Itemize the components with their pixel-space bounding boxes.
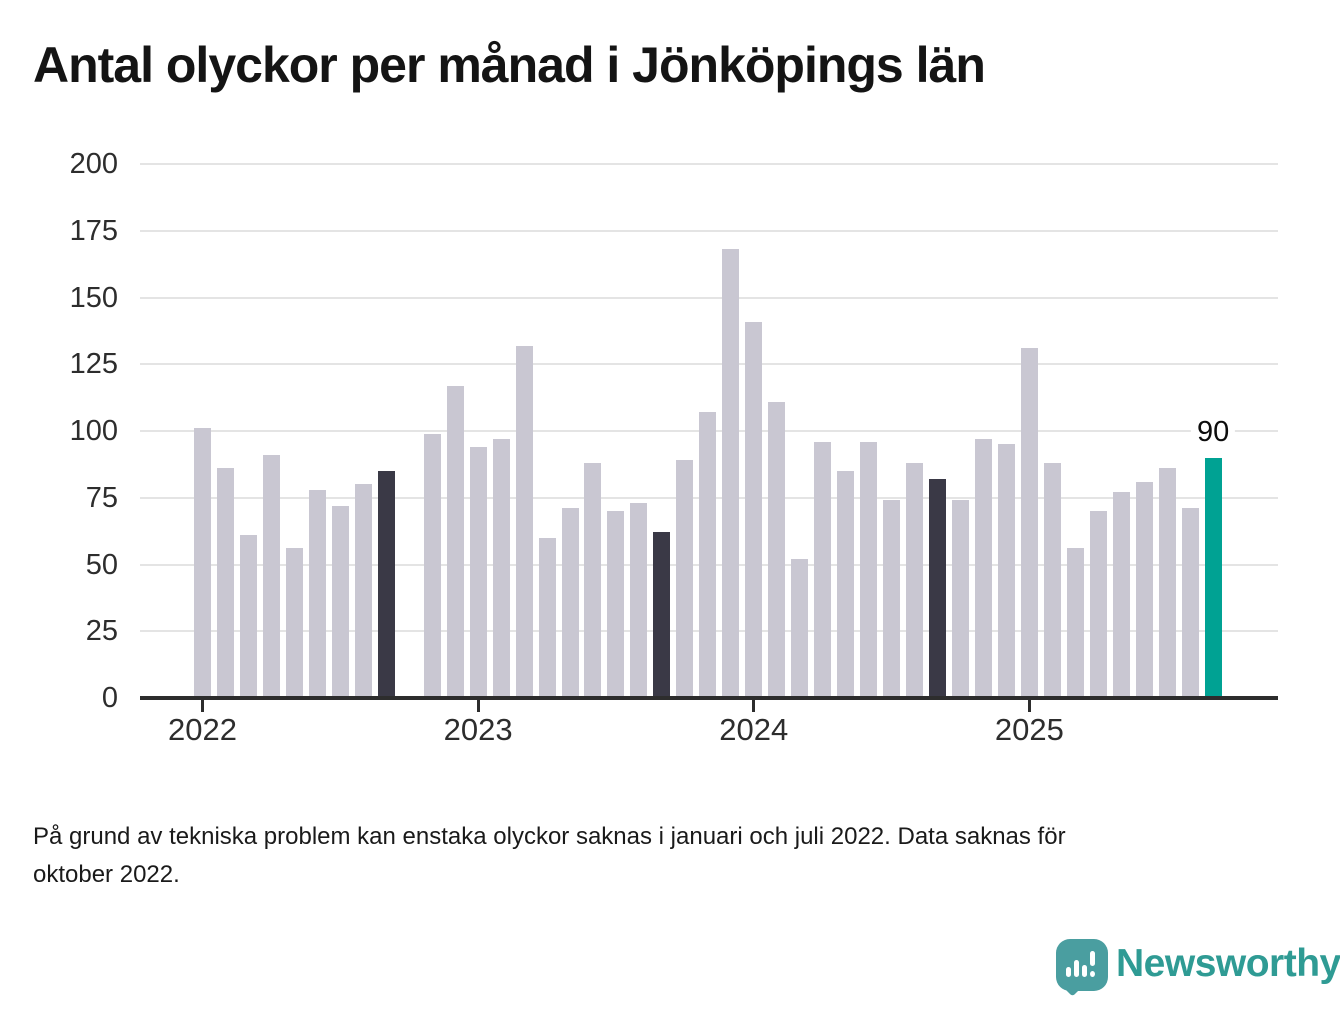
x-tick-2022 (201, 700, 204, 712)
y-tick-label-25: 25 (85, 615, 118, 648)
bar-2023-06 (584, 463, 602, 698)
bar-2024-12 (997, 444, 1015, 698)
x-tick-label-2024: 2024 (719, 712, 789, 747)
x-tick-2024 (752, 700, 756, 712)
logo-wordmark: Newsworthy (1116, 942, 1340, 985)
bar-2024-04 (814, 441, 832, 698)
bar-2023-11 (699, 412, 717, 698)
bar-2025-07 (1158, 468, 1176, 698)
bar-2024-01 (745, 321, 763, 698)
bar-2024-06 (860, 441, 878, 698)
bar-2022-12 (446, 385, 464, 698)
x-tick-2023 (476, 700, 480, 712)
y-tick-label-0: 0 (101, 682, 118, 714)
y-tick-label-100: 100 (69, 415, 118, 447)
bar-2023-01 (469, 447, 487, 698)
bar-2024-03 (791, 559, 809, 698)
bar-2024-09 (929, 479, 947, 698)
x-tick-label-2023: 2023 (443, 712, 513, 747)
logo-exclamation-icon (1090, 951, 1095, 966)
gridline-150 (140, 296, 1278, 299)
logo-bar-icon (1066, 967, 1071, 977)
bar-2023-05 (561, 508, 579, 698)
y-tick-label-200: 200 (69, 148, 118, 180)
y-tick-label-50: 50 (85, 548, 118, 581)
bar-2022-08 (354, 484, 372, 698)
bar-2023-08 (630, 503, 648, 698)
bar-2023-09 (653, 532, 671, 698)
bar-2025-05 (1112, 492, 1130, 698)
bar-2024-07 (883, 500, 901, 698)
logo-exclamation-dot-icon (1090, 971, 1095, 977)
y-tick-label-125: 125 (69, 348, 118, 381)
bar-2023-12 (722, 249, 740, 698)
bar-2024-05 (837, 471, 855, 698)
bar-2023-04 (538, 537, 556, 698)
logo-bar-icon (1074, 960, 1079, 977)
bar-2023-03 (515, 345, 533, 698)
bar-2022-09 (377, 471, 395, 698)
bar-2023-02 (492, 439, 510, 698)
footnote-line-2: oktober 2022. (33, 861, 180, 888)
bar-2025-09 (1204, 457, 1222, 698)
x-tick-2025 (1027, 700, 1031, 712)
bar-2024-10 (952, 500, 969, 698)
gridline-125 (140, 363, 1278, 366)
y-tick-label-150: 150 (69, 281, 118, 314)
bar-2022-04 (262, 455, 280, 698)
footnote: På grund av tekniska problem kan enstaka… (33, 818, 1066, 894)
bar-2025-03 (1066, 548, 1084, 698)
bar-2022-02 (216, 468, 234, 698)
bar-2022-11 (423, 433, 441, 698)
footnote-line-1: På grund av tekniska problem kan enstaka… (33, 823, 1066, 850)
highlight-value-label: 90 (1191, 414, 1236, 449)
x-tick-label-2025: 2025 (994, 712, 1064, 747)
logo-bar-icon (1082, 965, 1087, 977)
gridline-175 (140, 229, 1278, 232)
y-tick-label-75: 75 (85, 481, 118, 514)
gridline-200 (140, 163, 1278, 165)
bar-2025-01 (1020, 348, 1038, 698)
bar-2022-05 (285, 548, 303, 698)
bar-2023-10 (676, 460, 694, 698)
bar-2022-06 (308, 489, 326, 698)
bar-2022-07 (331, 505, 349, 698)
bar-2025-02 (1043, 463, 1061, 698)
bar-2024-02 (768, 401, 786, 698)
bar-2022-01 (194, 428, 211, 698)
bar-chart: 0 25 50 75 100 125 150 175 200 2022 2023 2024 2025 … (69, 148, 1278, 747)
bar-2023-07 (607, 511, 625, 698)
newsworthy-logo: Newsworthy (1056, 936, 1340, 1006)
x-tick-label-2022: 2022 (168, 712, 237, 747)
bar-2025-04 (1089, 511, 1107, 698)
bar-2024-11 (974, 439, 992, 698)
bar-2025-06 (1135, 481, 1153, 698)
bar-2022-03 (239, 535, 257, 698)
bar-2024-08 (906, 463, 924, 698)
y-tick-label-175: 175 (69, 214, 118, 247)
x-axis-line (140, 696, 1278, 700)
chart-title: Antal olyckor per månad i Jönköpings län (33, 37, 986, 93)
bar-2025-08 (1181, 508, 1199, 698)
